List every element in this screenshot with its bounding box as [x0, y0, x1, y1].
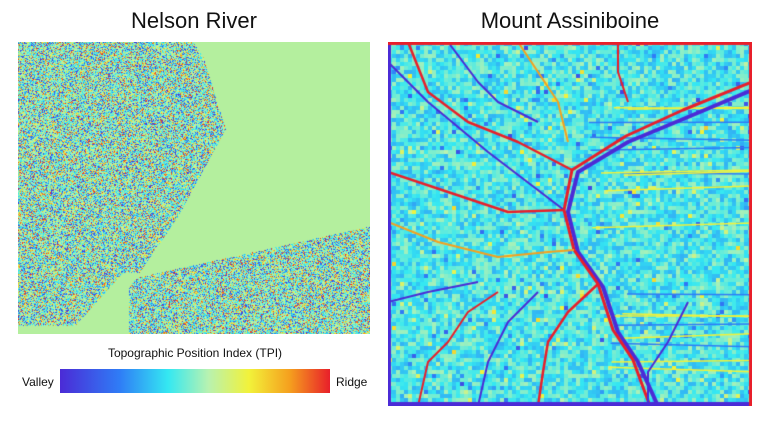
panel-title-mount-assiniboine: Mount Assiniboine: [480, 8, 660, 33]
mount-assiniboine-raster: [388, 42, 752, 406]
legend-low-label: Valley: [22, 375, 54, 389]
nelson-river-raster: [18, 42, 370, 334]
nelson-river-tpi-map: [18, 42, 370, 334]
panel-title-nelson-river: Nelson River: [131, 8, 257, 33]
legend-title: Topographic Position Index (TPI): [107, 346, 283, 360]
mount-assiniboine-tpi-map: [388, 42, 752, 406]
tpi-colorbar: [60, 369, 330, 393]
legend-high-label: Ridge: [336, 375, 368, 389]
